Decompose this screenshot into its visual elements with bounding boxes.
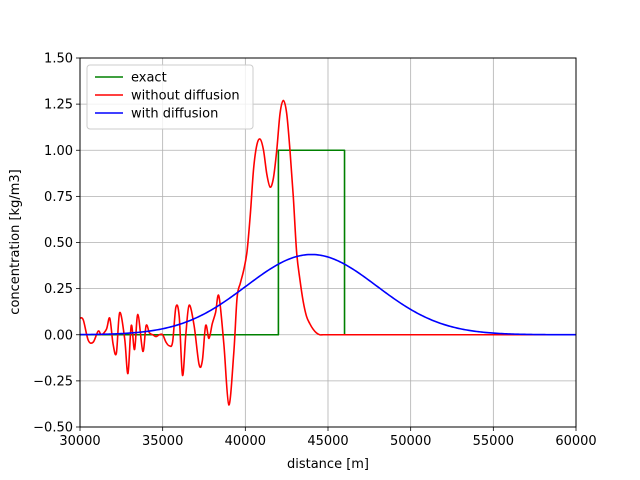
legend-entry: without diffusion [131, 89, 240, 104]
legend-frame [86, 64, 254, 130]
y-tick-label: 0.75 [44, 190, 73, 205]
x-axis-label: distance [m] [287, 457, 369, 472]
x-tick-label: 30000 [59, 434, 100, 449]
x-tick-label: 60000 [555, 434, 596, 449]
x-tick-label: 45000 [307, 434, 348, 449]
series-layer [80, 99, 576, 406]
x-tick-label: 50000 [390, 434, 431, 449]
x-tick-label: 40000 [225, 434, 266, 449]
y-tick-label: 0.50 [44, 236, 73, 251]
legend-entry: exact [131, 71, 167, 86]
series-line-with-diffusion [80, 253, 576, 336]
legend-entry: with diffusion [131, 107, 218, 122]
x-tick-label: 35000 [142, 434, 183, 449]
y-tick-label: −0.50 [33, 421, 73, 436]
y-axis-label: concentration [kg/m3] [8, 169, 23, 314]
series-line-without-diffusion [80, 99, 576, 406]
y-tick-label: −0.25 [33, 374, 73, 389]
y-tick-label: 1.50 [44, 52, 73, 67]
x-tick-label: 55000 [473, 434, 514, 449]
axis-ticks: 30000 35000 40000 45000 50000 55000 60000 −0.50… [33, 52, 597, 450]
y-tick-label: 1.25 [44, 98, 73, 113]
y-tick-label: 1.00 [44, 144, 73, 159]
y-tick-label: 0.00 [44, 328, 73, 343]
legend: exact without diffusion with diffusion [86, 64, 254, 130]
y-tick-label: 0.25 [44, 282, 73, 297]
